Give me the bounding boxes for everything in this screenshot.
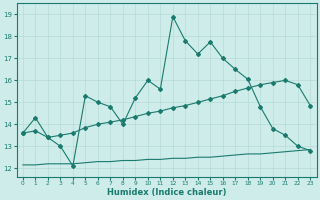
X-axis label: Humidex (Indice chaleur): Humidex (Indice chaleur) xyxy=(107,188,226,197)
